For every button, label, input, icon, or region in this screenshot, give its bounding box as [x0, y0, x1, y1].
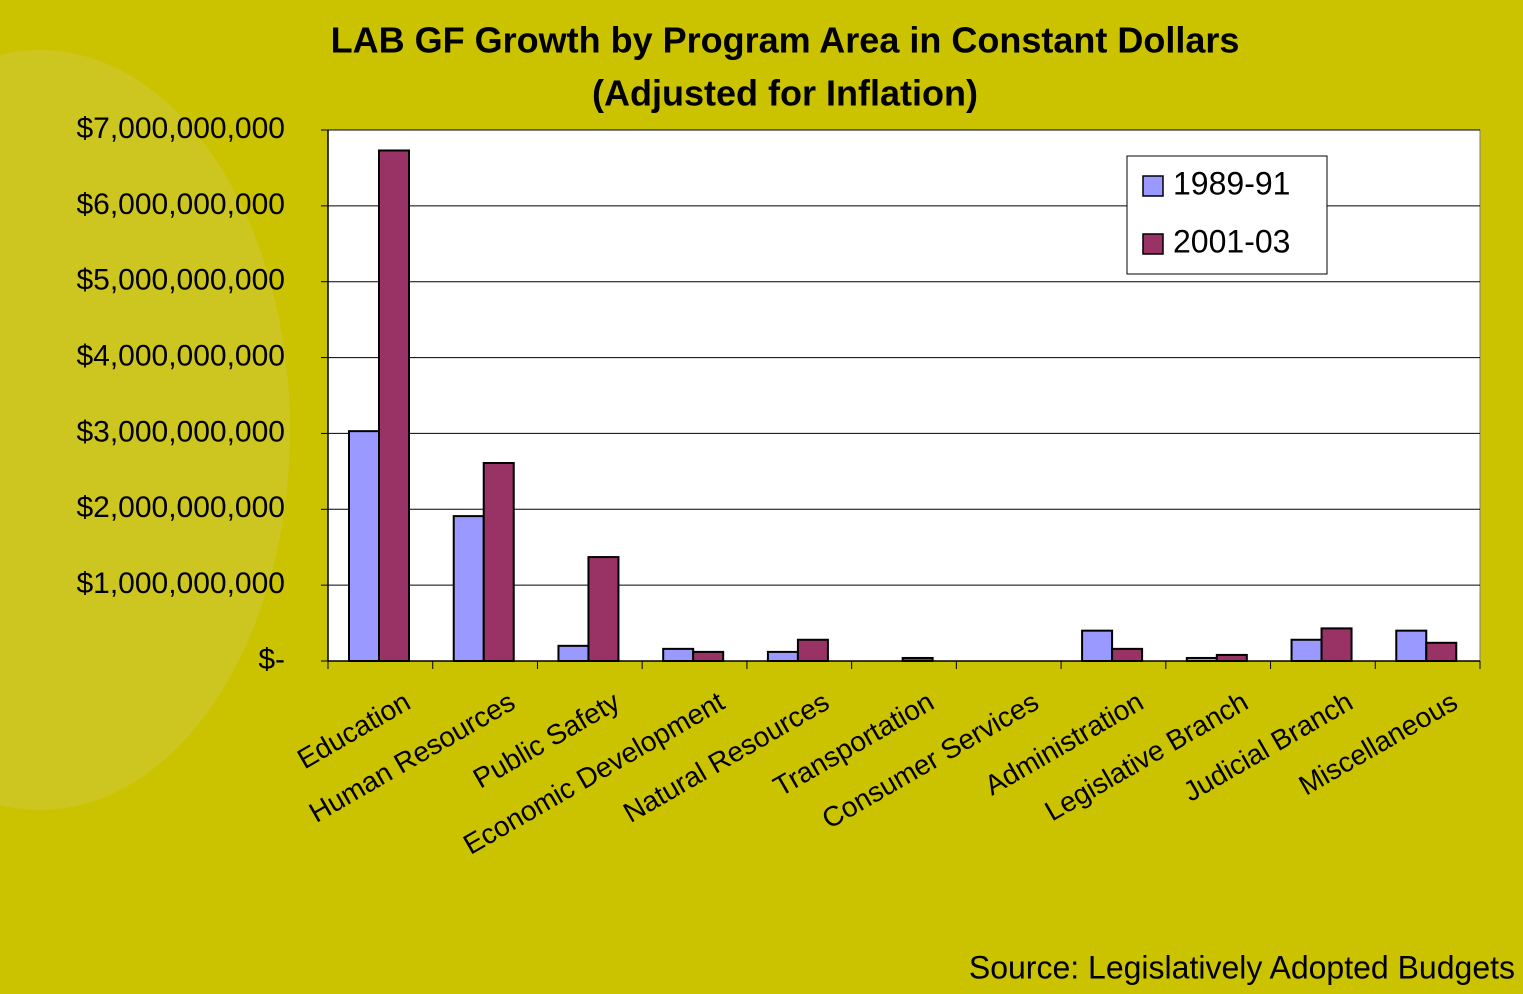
bar — [1081, 629, 1114, 663]
bar — [1425, 641, 1458, 663]
bar — [587, 556, 620, 663]
chart-title: LAB GF Growth by Program Area in Constan… — [331, 20, 1240, 61]
bar — [557, 644, 590, 662]
bar — [1215, 653, 1248, 663]
legend-swatch — [1142, 233, 1164, 255]
legend-swatch — [1142, 175, 1164, 197]
legend-label: 2001-03 — [1173, 223, 1290, 259]
bar — [1290, 638, 1323, 663]
bar — [378, 149, 410, 663]
bar — [796, 638, 829, 663]
bar — [482, 462, 515, 662]
bar — [348, 430, 380, 662]
y-tick-label: $2,000,000,000 — [76, 491, 285, 524]
bar — [1111, 647, 1144, 662]
background-decoration — [0, 50, 290, 810]
y-tick-label: $5,000,000,000 — [76, 264, 285, 297]
bar — [1395, 629, 1428, 663]
y-tick-label: $4,000,000,000 — [76, 339, 285, 372]
bar — [766, 650, 799, 663]
bar — [692, 650, 725, 663]
y-tick-label: $6,000,000,000 — [76, 188, 285, 221]
chart-subtitle: (Adjusted for Inflation) — [592, 73, 978, 114]
legend-label: 1989-91 — [1173, 165, 1290, 201]
y-tick-label: $- — [258, 643, 285, 676]
y-tick-label: $1,000,000,000 — [76, 567, 285, 600]
y-tick-label: $7,000,000,000 — [76, 112, 285, 145]
bar — [1320, 627, 1353, 662]
y-tick-label: $3,000,000,000 — [76, 415, 285, 448]
bar — [662, 647, 695, 662]
source-note: Source: Legislatively Adopted Budgets — [969, 949, 1515, 985]
bar — [452, 515, 485, 662]
